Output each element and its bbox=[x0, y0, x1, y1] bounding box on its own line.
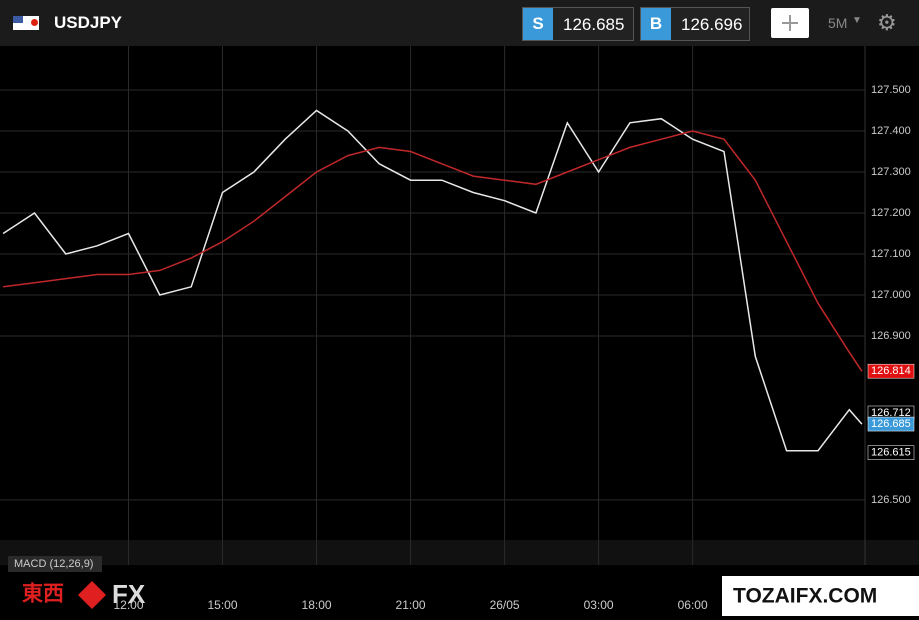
y-tick-label: 127.200 bbox=[871, 207, 911, 219]
x-tick-label: 12:00 bbox=[113, 598, 143, 612]
watermark-right: TOZAIFX.COM bbox=[733, 585, 877, 608]
indicator-label-box bbox=[8, 556, 102, 572]
symbol[interactable]: USDJPY bbox=[54, 13, 123, 32]
watermark-logo bbox=[78, 581, 106, 609]
watermark-fx: FX bbox=[112, 579, 146, 609]
crosshair-button[interactable] bbox=[771, 8, 809, 38]
x-tick-label: 06:00 bbox=[678, 598, 708, 612]
y-tick-label: 127.000 bbox=[871, 289, 911, 301]
y-tick-label: 127.100 bbox=[871, 248, 911, 260]
watermark-left: 東西 bbox=[22, 583, 64, 606]
price-line bbox=[3, 130, 863, 372]
price-marker-label: 126.685 bbox=[871, 418, 911, 430]
price-marker-label: 126.712 bbox=[871, 407, 911, 419]
y-tick-label: 127.500 bbox=[871, 84, 911, 96]
sell-label: S bbox=[523, 8, 553, 40]
buy-price: 126.696 bbox=[681, 15, 743, 34]
price-marker-label: 126.615 bbox=[871, 447, 911, 459]
x-tick-label: 03:00 bbox=[584, 598, 614, 612]
x-tick-label: 21:00 bbox=[396, 598, 426, 612]
plot-area bbox=[0, 46, 919, 540]
sell-price: 126.685 bbox=[563, 15, 625, 34]
y-tick-label: 127.400 bbox=[871, 125, 911, 137]
buy-button[interactable]: B 126.696 bbox=[640, 7, 750, 41]
price-marker bbox=[867, 363, 915, 379]
timeframe[interactable]: 5M bbox=[828, 15, 848, 31]
x-tick-label: 18:00 bbox=[302, 598, 332, 612]
flag-icon bbox=[13, 16, 39, 30]
price-line bbox=[2, 109, 863, 452]
y-tick-label: 127.300 bbox=[871, 166, 911, 178]
y-tick-label: 126.900 bbox=[871, 330, 911, 342]
watermark-band bbox=[722, 576, 919, 616]
indicator-panel bbox=[0, 540, 919, 565]
price-marker bbox=[867, 416, 915, 432]
chart: MACD (12,26,9) 東西 FX TOZAIFX.COM 127.500… bbox=[0, 46, 919, 620]
price-marker bbox=[867, 445, 915, 461]
price-marker-label: 126.814 bbox=[871, 365, 911, 377]
timeframe-caret: ▼ bbox=[852, 15, 862, 26]
indicator-label: MACD (12,26,9) bbox=[14, 558, 93, 570]
buy-label: B bbox=[641, 8, 671, 40]
sell-button[interactable]: S 126.685 bbox=[522, 7, 634, 41]
x-tick-label: 15:00 bbox=[208, 598, 238, 612]
x-tick-label: 26/05 bbox=[490, 598, 520, 612]
settings-icon[interactable]: ⚙ bbox=[877, 10, 897, 35]
y-tick-label: 126.500 bbox=[871, 494, 911, 506]
header: USDJPY S 126.685 B 126.696 5M ▼ ⚙ bbox=[0, 0, 919, 46]
